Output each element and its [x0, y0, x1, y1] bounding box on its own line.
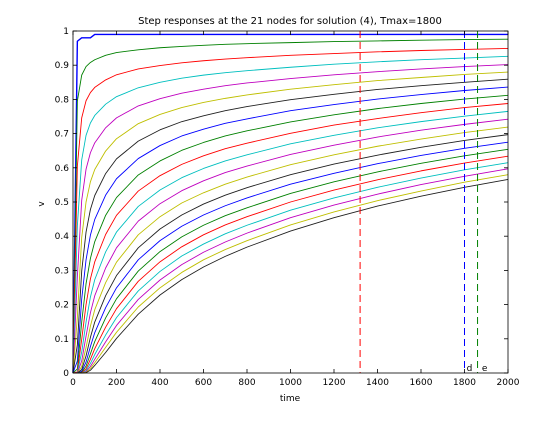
y-tick-label: 0.8 [55, 95, 70, 105]
x-tick-label: 400 [151, 378, 168, 388]
series-line-node-9 [72, 94, 509, 374]
y-tick-label: 1 [63, 27, 69, 37]
series-line-node-16 [73, 148, 509, 374]
x-tick-label: 1000 [279, 378, 302, 388]
marker-annotation: e [482, 364, 488, 374]
series-line-node-5 [72, 64, 509, 374]
chart-title: Step responses at the 21 nodes for solut… [138, 16, 442, 27]
series-line-node-14 [73, 134, 509, 374]
series-line-node-20 [73, 174, 509, 374]
series-line-node-2 [72, 38, 509, 374]
x-tick-label: 800 [238, 378, 255, 388]
y-tick-label: 0.4 [55, 232, 70, 242]
axes-layer: 0 200 400 600 800 1000 1200 1400 1600 1800 2000 0 0.… [55, 27, 520, 388]
y-tick-label: 0 [63, 369, 69, 379]
y-tick-label: 0.1 [55, 335, 69, 345]
series-line-node-13 [73, 126, 509, 374]
series-line-node-15 [73, 141, 509, 374]
x-tick-label: 600 [195, 378, 212, 388]
x-tick-label: 2000 [497, 378, 520, 388]
series-line-node-3 [72, 47, 509, 374]
x-tick-label: 1600 [410, 378, 433, 388]
y-tick-label: 0.2 [55, 301, 69, 311]
y-tick-label: 0.6 [55, 164, 70, 174]
series-line-node-4 [72, 55, 509, 374]
series-line-node-18 [73, 162, 509, 374]
series-line-node-7 [72, 78, 509, 374]
y-tick-label: 0.7 [55, 130, 69, 140]
series-line-node-21 [73, 178, 509, 374]
x-tick-label: 1400 [366, 378, 389, 388]
y-tick-label: 0.9 [55, 61, 70, 71]
x-tick-label: 1200 [323, 378, 346, 388]
y-tick-label: 0.5 [55, 198, 69, 208]
y-tick-label: 0.3 [55, 266, 69, 276]
series-line-node-12 [73, 118, 509, 374]
x-tick-label: 200 [108, 378, 125, 388]
x-tick-label: 1800 [453, 378, 476, 388]
series-line-node-6 [72, 71, 509, 374]
series-line-node-11 [72, 110, 509, 374]
series-line-node-1 [72, 33, 508, 374]
vertical-lines-layer [359, 31, 479, 373]
x-tick-label: 0 [70, 378, 76, 388]
marker-annotation: d [467, 364, 473, 374]
series-line-node-19 [73, 168, 509, 374]
x-axis-label: time [280, 394, 301, 404]
series-line-node-10 [72, 103, 509, 374]
y-axis-label: v [37, 201, 47, 207]
series-layer [72, 33, 509, 374]
series-line-node-17 [73, 155, 509, 374]
series-line-node-8 [72, 86, 509, 374]
